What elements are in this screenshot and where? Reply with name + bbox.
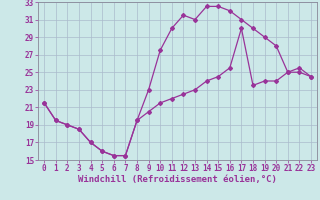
X-axis label: Windchill (Refroidissement éolien,°C): Windchill (Refroidissement éolien,°C) <box>78 175 277 184</box>
